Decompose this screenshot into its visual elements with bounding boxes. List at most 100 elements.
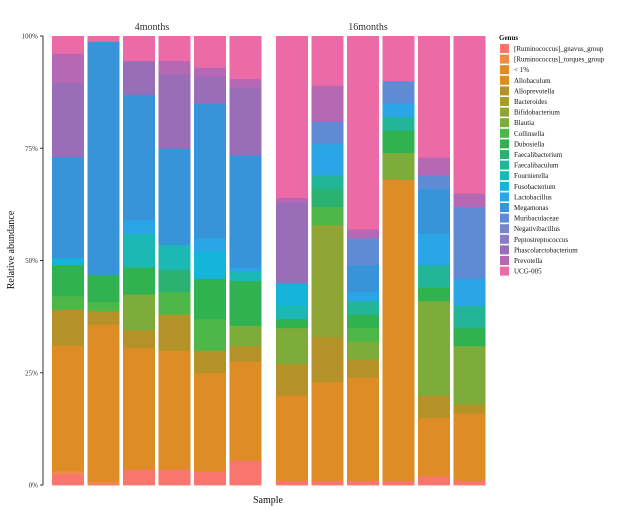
bar-segment-s10-ruminococcus-gnavus-group: [382, 480, 415, 486]
bar-segment-s12-muribaculaceae: [453, 206, 486, 279]
y-tick-label: 75%: [25, 145, 38, 153]
legend-key: [500, 181, 509, 191]
bar-segment-s8-muribaculaceae: [311, 121, 344, 145]
bar-segment-s11-ruminococcus-gnavus-group: [418, 476, 450, 486]
bar-segment-s9-1: [347, 377, 379, 481]
bar-segment-s3-megamonas: [123, 94, 155, 221]
bar-segment-s1-alloprevotella: [52, 309, 84, 346]
bar-segment-s10-blautia: [382, 152, 415, 181]
bar-segment-s11-blautia: [418, 300, 450, 396]
legend-title: Genus: [499, 34, 518, 42]
bar-segment-s9-faecalibaculum: [347, 300, 379, 315]
legend-label: Faecalibacterium: [514, 151, 563, 159]
legend-key: [500, 160, 509, 170]
bar-segment-s5-ucg-005: [194, 36, 226, 68]
bar-segment-s12-alloprevotella: [453, 404, 486, 414]
bar-segment-s9-ucg-005: [347, 36, 379, 230]
bar-segment-s8-1: [311, 381, 344, 481]
bar-segment-s3-dubosiella: [123, 267, 155, 295]
bar-segment-s4-megamonas: [158, 148, 191, 246]
bar-segment-s11-dubosiella: [418, 287, 450, 302]
bar-segment-s6-ucg-005: [229, 36, 262, 80]
bar-segment-s12-prevotella: [453, 193, 486, 208]
legend-key: [500, 234, 509, 244]
bar-segment-s8-collinsella: [311, 206, 344, 225]
bar-segment-s7-blautia: [276, 327, 308, 365]
legend-label: Lactobacillus: [514, 193, 552, 201]
legend-key: [500, 44, 509, 53]
legend-key: [500, 107, 509, 117]
bar-segment-s6-phascolarctobacterium: [229, 87, 262, 156]
bar-segment-s3-lactobacillus: [123, 220, 155, 234]
bar-segment-s9-megamonas: [347, 264, 379, 293]
bar-segment-s5-megamonas: [194, 103, 226, 239]
bar-segment-s4-phascolarctobacterium: [158, 74, 191, 149]
bar-segment-s5-alloprevotella: [194, 350, 226, 374]
bar-segment-s1-prevotella: [52, 53, 84, 84]
legend-key: [500, 245, 509, 255]
bar-segment-s1-phascolarctobacterium: [52, 82, 84, 158]
bar-segment-s9-muribaculaceae: [347, 238, 379, 266]
bar-segment-s4-1: [158, 350, 191, 470]
bar-segment-s8-prevotella: [311, 85, 344, 122]
bar-segment-s7-1: [276, 395, 308, 481]
bar-segment-s11-alloprevotella: [418, 395, 450, 419]
bar-segment-s4-collinsella: [158, 291, 191, 315]
bar-segment-s3-alloprevotella: [123, 330, 155, 349]
bar-segment-s8-ruminococcus-gnavus-group: [311, 480, 344, 486]
bar-segment-s12-1: [453, 413, 486, 481]
bar-segment-s8-faecalibacterium: [311, 188, 344, 208]
legend-label: UCG-005: [514, 268, 542, 276]
legend-key: [500, 86, 509, 96]
y-tick-label: 0%: [29, 482, 39, 490]
legend-label: Phascolarctobacterium: [514, 246, 578, 254]
bar-segment-s6-1: [229, 361, 262, 461]
bar-segment-s11-faecalibaculum: [418, 264, 450, 288]
legend-label: Blautia: [514, 119, 535, 127]
legend-key: [500, 97, 509, 106]
bar-segment-s1-dubosiella: [52, 264, 84, 297]
bar-segment-s4-ucg-005: [158, 36, 191, 62]
bar-segment-s7-ruminococcus-gnavus-group: [276, 480, 308, 486]
legend-key: [500, 256, 509, 265]
bar-segment-s1-collinsella: [52, 295, 84, 310]
bar-segment-s5-prevotella: [194, 67, 226, 77]
bar-segment-s8-faecalibaculum: [311, 175, 344, 190]
bar-segment-s3-ucg-005: [123, 36, 155, 62]
bar-segment-s4-prevotella: [158, 60, 191, 75]
legend-label: Prevotella: [514, 257, 543, 265]
legend-key: [500, 139, 509, 149]
y-axis-title: Relative abundance: [6, 210, 17, 289]
legend-label: Megamonas: [514, 204, 548, 212]
bar-segment-s6-blautia: [229, 325, 262, 347]
bar-segment-s12-ruminococcus-gnavus-group: [453, 480, 486, 486]
bar-segment-s9-collinsella: [347, 327, 379, 342]
legend-key: [500, 118, 509, 128]
bar-segment-s11-prevotella: [418, 157, 450, 176]
legend-key: [500, 150, 509, 159]
legend-label: Allobaculum: [514, 77, 551, 85]
bar-segment-s11-muribaculaceae: [418, 175, 450, 190]
bar-segment-s7-phascolarctobacterium: [276, 202, 308, 284]
y-tick-label: 25%: [25, 369, 38, 377]
legend-key: [500, 203, 509, 212]
facet-title-16months: 16months: [348, 22, 388, 33]
legend-label: Bifidobacterium: [514, 109, 560, 117]
bar-segment-s3-fournierella: [123, 233, 155, 268]
bar-segment-s5-ruminococcus-gnavus-group: [194, 471, 226, 486]
bar-segment-s2-dubosiella: [87, 274, 120, 303]
bar-segment-s6-dubosiella: [229, 280, 262, 327]
bar-segment-s9-prevotella: [347, 229, 379, 239]
bar-segment-s8-ucg-005: [311, 36, 344, 86]
bar-segment-s3-1: [123, 348, 155, 470]
bar-segment-s12-lactobacillus: [453, 278, 486, 306]
bar-segment-s3-phascolarctobacterium: [123, 60, 155, 95]
bar-segment-s8-alloprevotella: [311, 336, 344, 383]
bar-segment-s12-blautia: [453, 345, 486, 405]
bar-segment-s11-ucg-005: [418, 36, 450, 158]
bar-segment-s10-faecalibaculum: [382, 116, 415, 131]
bar-segment-s7-dubosiella: [276, 318, 308, 329]
bar-segment-s6-alloprevotella: [229, 345, 262, 362]
bar-segment-s3-blautia: [123, 294, 155, 331]
